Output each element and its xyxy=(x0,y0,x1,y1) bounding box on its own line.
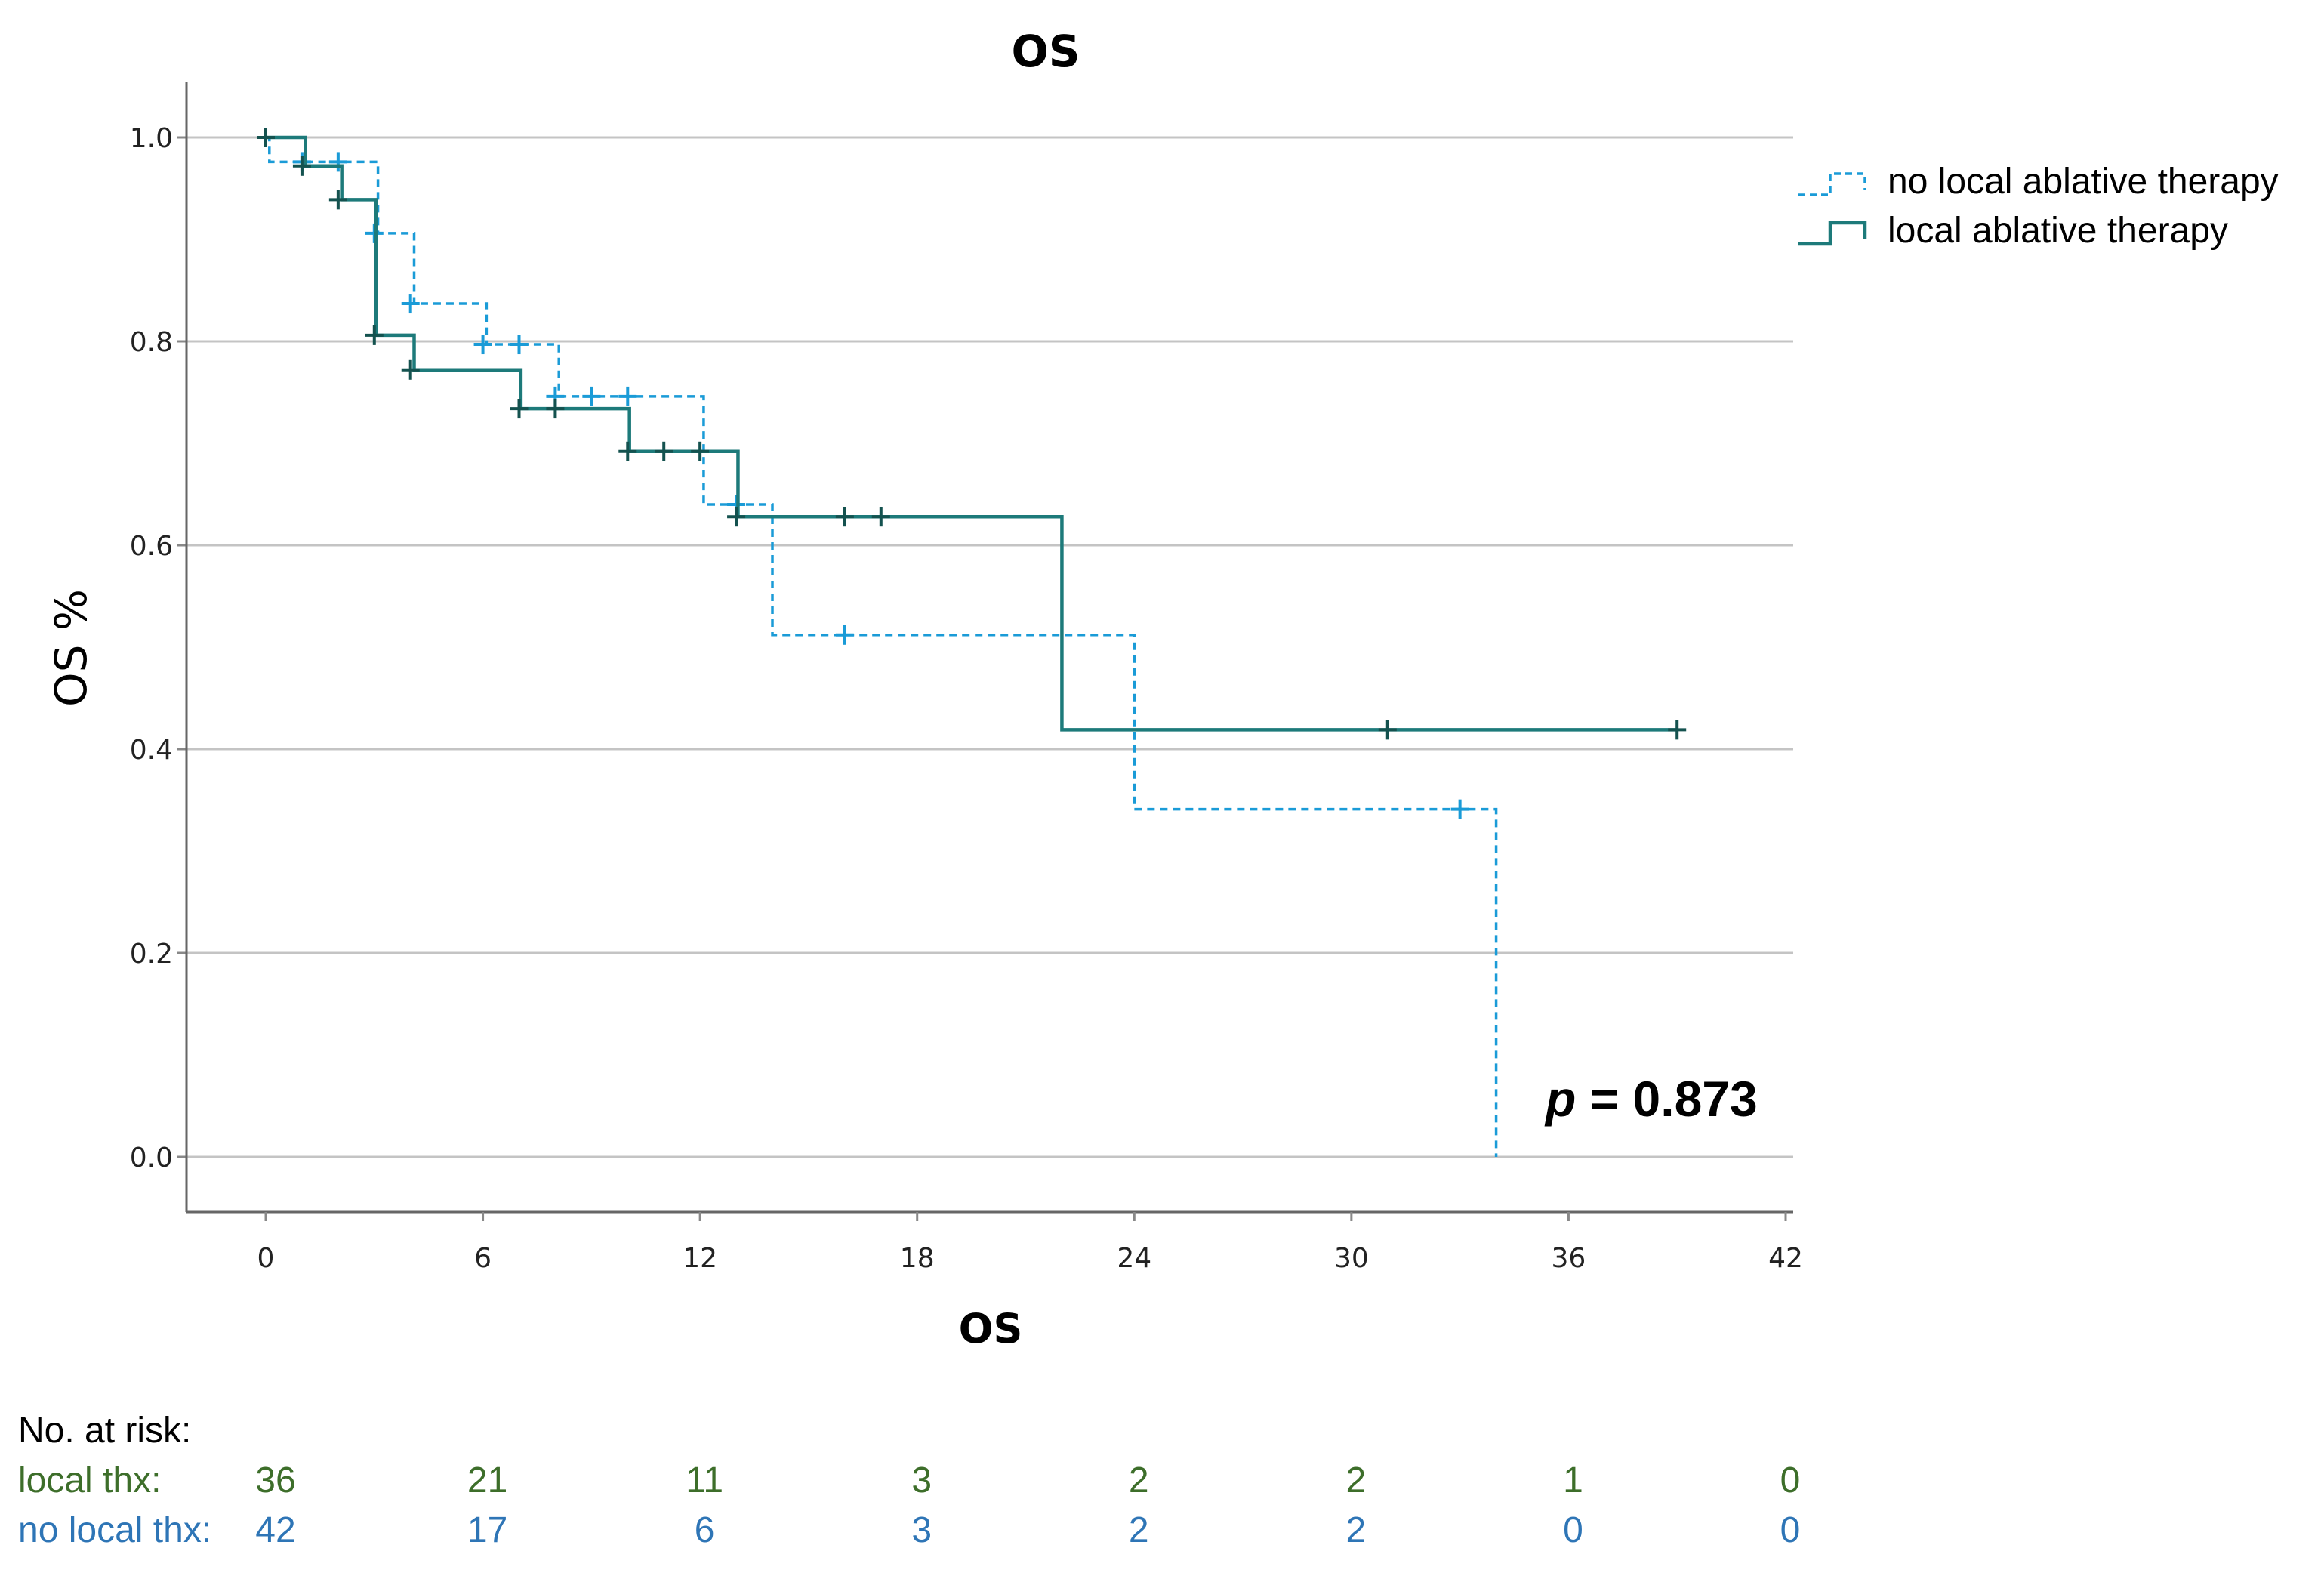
y-tick-label: 0.6 xyxy=(130,531,173,562)
censor-mark xyxy=(401,294,420,314)
km-curve-no-local-therapy xyxy=(266,136,1498,1157)
y-tick-label: 0.8 xyxy=(130,327,173,358)
risk-value: 2 xyxy=(1129,1460,1149,1500)
censor-mark xyxy=(1378,720,1397,740)
risk-value: 17 xyxy=(467,1510,507,1550)
risk-value: 1 xyxy=(1563,1460,1583,1500)
censor-mark xyxy=(727,507,746,527)
risk-value: 3 xyxy=(911,1460,932,1500)
censor-mark xyxy=(328,152,347,172)
km-curve-local-therapy xyxy=(266,135,1678,732)
axes-layer: 0.0 0.2 0.4 0.6 0.8 1.0 0 6 12 18 24 30 36 42 xyxy=(130,82,1803,1274)
x-tick-label: 36 xyxy=(1552,1243,1586,1274)
censor-mark xyxy=(365,223,384,243)
legend-label: local ablative therapy xyxy=(1888,211,2228,251)
censor-mark xyxy=(835,625,854,645)
x-tick-label: 24 xyxy=(1117,1243,1151,1274)
censor-mark xyxy=(1450,799,1469,819)
censor-mark xyxy=(401,359,420,380)
risk-value: 42 xyxy=(255,1510,295,1550)
censor-mark xyxy=(835,507,854,527)
x-tick-label: 12 xyxy=(683,1243,717,1274)
x-tick-label: 0 xyxy=(257,1243,275,1274)
risk-value: 0 xyxy=(1563,1510,1583,1550)
risk-row-label: no local thx: xyxy=(18,1510,211,1550)
risk-row-label: local thx: xyxy=(18,1460,161,1500)
x-tick-label: 18 xyxy=(900,1243,935,1274)
risk-value: 36 xyxy=(255,1460,295,1500)
risk-value: 0 xyxy=(1780,1460,1801,1500)
chart-title: OS xyxy=(1011,26,1080,77)
legend-swatch-no-local-therapy xyxy=(1798,172,1866,196)
y-tick-label: 0.0 xyxy=(130,1143,173,1173)
censor-mark xyxy=(365,325,384,345)
risk-table-header: No. at risk: xyxy=(18,1411,191,1451)
risk-value: 2 xyxy=(1346,1510,1367,1550)
censor-mark xyxy=(473,335,492,355)
risk-value: 21 xyxy=(467,1460,507,1500)
censor-mark xyxy=(1668,720,1687,740)
risk-table: local thx: 36 21 11 3 2 2 1 0no local thx: 42 17 6 3… xyxy=(18,1460,1800,1550)
series-layer xyxy=(257,128,1687,1157)
risk-value: 2 xyxy=(1129,1510,1149,1550)
legend: no local ablative therapy local ablative … xyxy=(1798,162,2279,251)
y-tick-label: 0.2 xyxy=(130,939,173,970)
x-tick-label: 42 xyxy=(1768,1243,1803,1274)
censor-mark xyxy=(691,441,710,461)
risk-value: 6 xyxy=(695,1510,715,1550)
censor-mark xyxy=(618,386,637,406)
censor-mark xyxy=(582,386,601,406)
x-tick-label: 30 xyxy=(1334,1243,1369,1274)
censor-mark xyxy=(292,156,311,176)
censor-mark xyxy=(871,507,890,527)
x-tick-label: 6 xyxy=(474,1243,492,1274)
censor-mark xyxy=(328,190,347,210)
y-axis-label: OS % xyxy=(45,589,97,707)
y-tick-label: 1.0 xyxy=(130,123,173,154)
risk-value: 0 xyxy=(1780,1510,1801,1550)
risk-value: 3 xyxy=(911,1510,932,1550)
risk-value: 11 xyxy=(686,1460,723,1500)
p-value-annotation: p = 0.873 xyxy=(1544,1071,1758,1127)
legend-swatch-local-therapy xyxy=(1798,221,1867,246)
censor-mark xyxy=(510,399,529,419)
p-value-text: = 0.873 xyxy=(1576,1071,1757,1127)
censor-mark xyxy=(546,399,565,419)
p-value-prefix: p xyxy=(1544,1071,1576,1127)
censor-mark xyxy=(257,128,275,147)
censor-mark xyxy=(618,441,637,461)
grid-layer xyxy=(186,136,1793,1158)
legend-label: no local ablative therapy xyxy=(1888,162,2279,202)
y-tick-label: 0.4 xyxy=(130,735,173,766)
censor-mark xyxy=(655,441,673,461)
risk-value: 2 xyxy=(1346,1460,1367,1500)
x-axis-label: OS xyxy=(959,1305,1023,1352)
censor-mark xyxy=(510,335,529,355)
